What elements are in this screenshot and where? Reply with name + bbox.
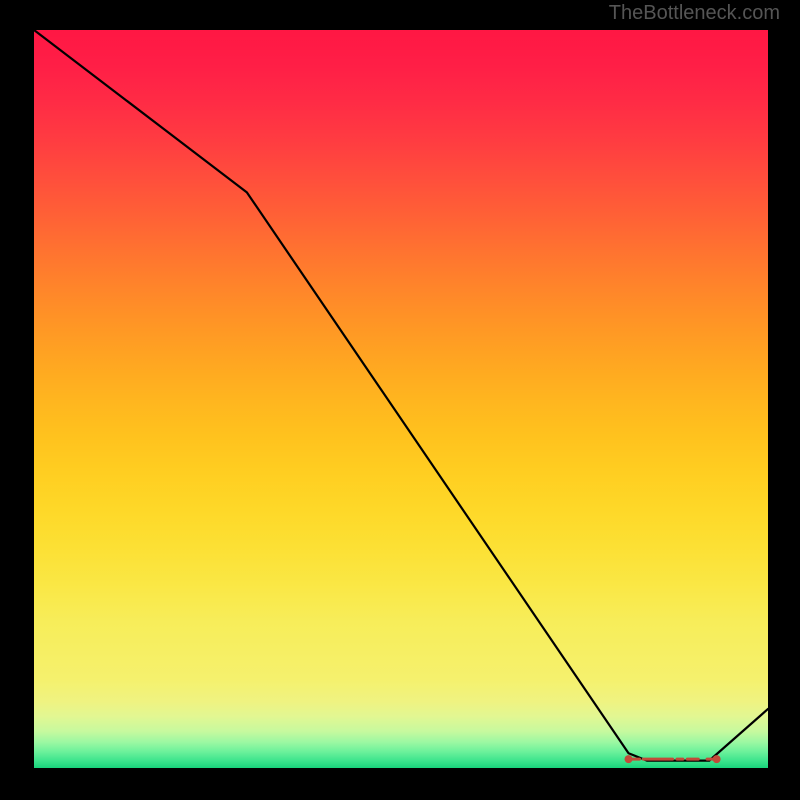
attribution-text: TheBottleneck.com	[609, 2, 780, 25]
bottleneck-curve	[34, 30, 768, 761]
chart-stage: TheBottleneck.com	[0, 0, 800, 800]
curve-layer	[34, 30, 768, 768]
plot-area	[34, 30, 768, 768]
